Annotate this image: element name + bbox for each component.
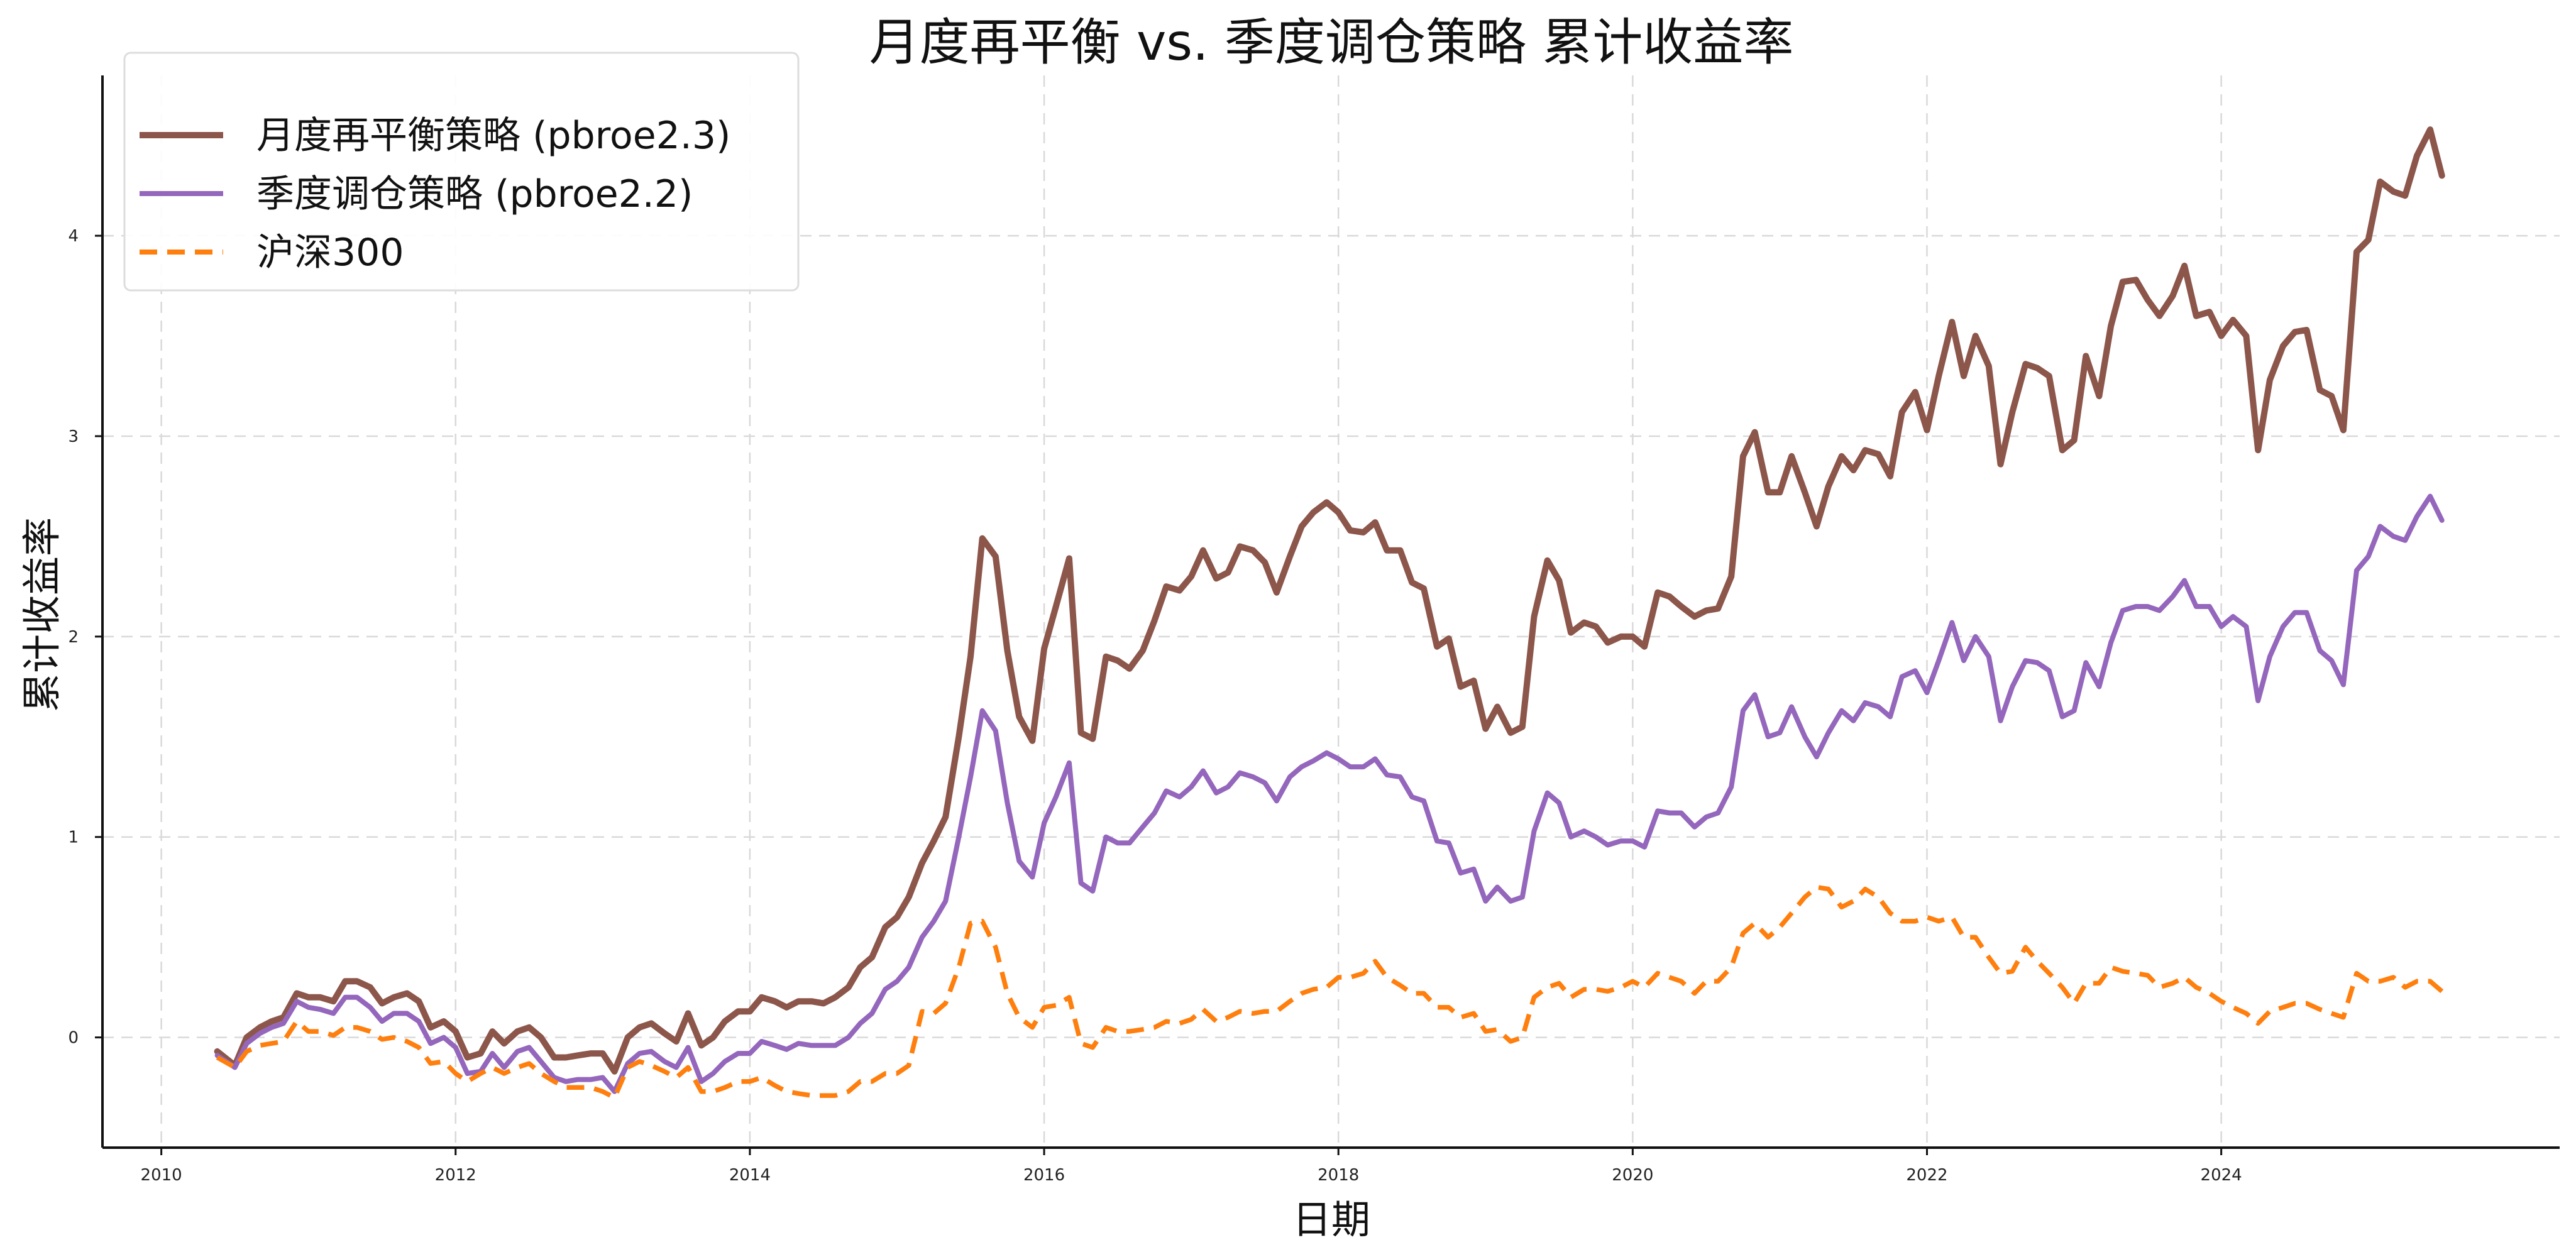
y-tick-label: 2 (68, 628, 79, 647)
series-line-2 (214, 493, 2445, 1094)
y-tick-label: 0 (68, 1029, 79, 1048)
y-tick-label: 1 (68, 828, 79, 847)
x-tick-label: 2018 (1318, 1166, 1359, 1185)
series-line-1 (214, 126, 2445, 1075)
x-tick-label: 2014 (729, 1166, 771, 1185)
y-axis-label: 累计收益率 (19, 517, 65, 712)
legend-label-1: 月度再平衡策略 (pbroe2.3) (256, 114, 730, 158)
y-axis-ticks: 0 1 2 3 4 (68, 227, 102, 1048)
x-tick-label: 2016 (1023, 1166, 1065, 1185)
chart-title: 月度再平衡 vs. 季度调仓策略 累计收益率 (869, 13, 1794, 72)
legend-box (123, 52, 800, 292)
x-axis-ticks: 2010 2012 2014 2016 2018 2020 2022 2024 (141, 1148, 2242, 1185)
y-tick-label: 3 (68, 427, 79, 446)
axes (101, 75, 2560, 1149)
y-tick-label: 4 (68, 227, 79, 246)
legend: 月度再平衡策略 (pbroe2.3) 季度调仓策略 (pbroe2.2) 沪深300 (123, 52, 800, 292)
x-tick-label: 2012 (435, 1166, 476, 1185)
x-tick-label: 2022 (1906, 1166, 1947, 1185)
x-tick-label: 2020 (1612, 1166, 1653, 1185)
x-tick-label: 2024 (2201, 1166, 2242, 1185)
x-axis-label: 日期 (1292, 1197, 1370, 1243)
legend-label-3: 沪深300 (256, 231, 404, 275)
x-tick-label: 2010 (141, 1166, 182, 1185)
series-line-3 (216, 884, 2444, 1101)
legend-items: 月度再平衡策略 (pbroe2.3) 季度调仓策略 (pbroe2.2) 沪深300 (140, 114, 730, 275)
series-lines (214, 126, 2445, 1101)
legend-label-2: 季度调仓策略 (pbroe2.2) (256, 172, 693, 216)
